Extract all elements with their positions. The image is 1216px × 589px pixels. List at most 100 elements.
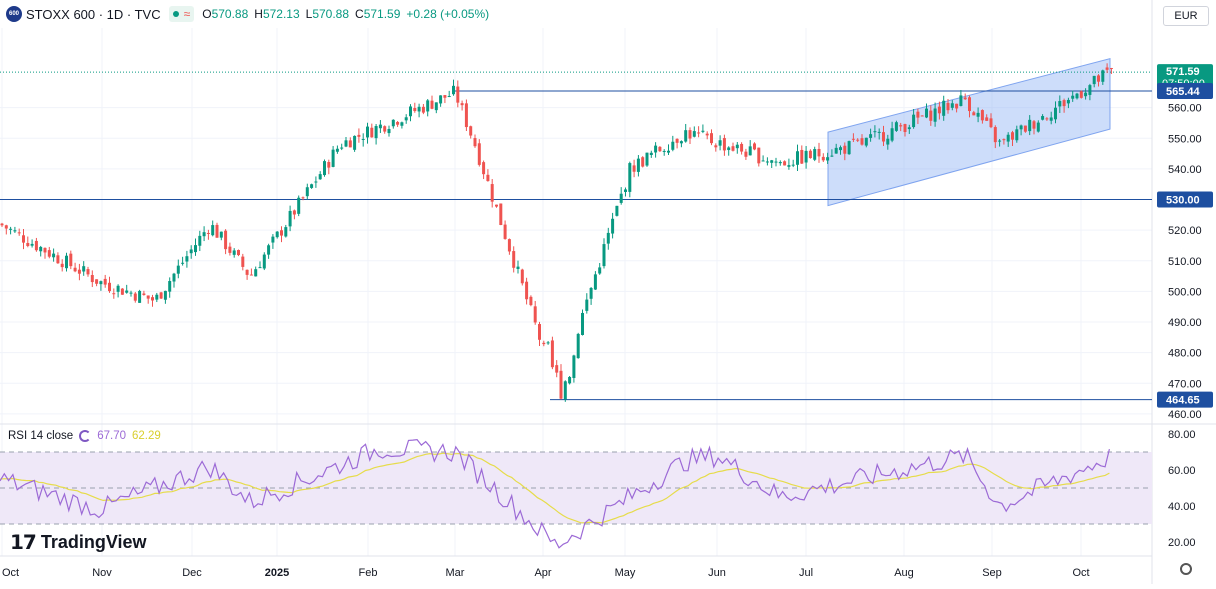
market-status-pill[interactable]: ≈	[168, 6, 195, 22]
tradingview-branding[interactable]: 𝟭𝟳 TradingView	[10, 530, 147, 555]
candle-body	[228, 246, 232, 253]
candle-body	[224, 230, 228, 250]
candle-body	[959, 95, 963, 106]
candle-body	[344, 140, 348, 147]
rsi-label[interactable]: RSI 14 close	[8, 430, 74, 442]
candle-body	[202, 232, 206, 237]
candle-body	[619, 193, 623, 203]
candle-body	[559, 370, 563, 399]
candle-body	[4, 225, 8, 229]
candle-body	[740, 143, 744, 152]
price-tick-label: 520.00	[1168, 225, 1202, 237]
candle-body	[955, 103, 959, 109]
candle-body	[65, 255, 68, 269]
candle-body	[550, 340, 554, 368]
symbol-logo: 600	[6, 6, 22, 22]
candle-body	[581, 312, 584, 335]
candle-body	[357, 134, 361, 137]
candle-body	[232, 250, 236, 255]
candle-body	[452, 85, 455, 95]
candle-body	[968, 97, 971, 112]
candle-body	[860, 138, 864, 145]
candle-body	[667, 150, 670, 153]
candle-body	[181, 262, 185, 264]
candle-body	[593, 274, 597, 290]
high-label: H	[254, 7, 263, 21]
candle-body	[391, 119, 395, 127]
candle-body	[1075, 93, 1079, 99]
time-tick-label: Aug	[894, 567, 914, 579]
candle-body	[907, 127, 911, 130]
candle-body	[929, 110, 933, 121]
candle-body	[383, 126, 387, 132]
low-value: 570.88	[312, 7, 350, 21]
candle-body	[748, 146, 752, 156]
candle-body	[735, 144, 739, 149]
candle-body	[1015, 129, 1019, 141]
candle-body	[9, 228, 13, 230]
candle-body	[1101, 70, 1105, 82]
candle-body	[727, 147, 731, 151]
candle-body	[856, 139, 860, 141]
candle-body	[26, 242, 30, 246]
candle-body	[482, 162, 486, 175]
candle-body	[649, 152, 653, 155]
candle-body	[495, 204, 498, 207]
candle-body	[761, 160, 765, 162]
symbol-header: 600 STOXX 600 · 1D · TVC ≈ O 570.88 H 572.…	[6, 5, 495, 23]
symbol-title[interactable]: STOXX 600 · 1D · TVC	[26, 6, 161, 22]
candle-body	[189, 249, 193, 254]
rsi-tick-label: 60.00	[1168, 465, 1196, 477]
candle-body	[262, 254, 266, 269]
candle-body	[1002, 139, 1006, 141]
candle-body	[159, 292, 163, 299]
candle-body	[753, 143, 756, 150]
candle-body	[477, 143, 481, 165]
candle-body	[847, 141, 851, 155]
candle-body	[404, 117, 408, 121]
candle-body	[538, 324, 541, 340]
price-tick-label: 490.00	[1168, 317, 1202, 329]
currency-selector[interactable]: EUR	[1163, 6, 1209, 26]
candle-body	[585, 299, 589, 311]
candle-body	[692, 131, 696, 137]
market-open-dot-icon	[172, 11, 179, 17]
candle-body	[305, 187, 309, 197]
candle-body	[950, 103, 954, 108]
candle-body	[882, 132, 885, 142]
candle-body	[310, 184, 314, 188]
tradingview-name: TradingView	[40, 532, 147, 552]
candle-body	[671, 141, 675, 150]
candle-body	[30, 243, 34, 246]
level-price-badge	[1157, 191, 1213, 208]
time-tick-label: Dec	[182, 567, 202, 579]
settings-gear-icon[interactable]	[1180, 563, 1192, 575]
candle-body	[654, 145, 658, 153]
candle-body	[903, 124, 907, 133]
open-value: 570.88	[211, 7, 249, 21]
candle-body	[744, 151, 748, 157]
candle-body	[499, 203, 503, 226]
candle-body	[770, 160, 774, 163]
candle-body	[525, 281, 529, 300]
candle-body	[34, 240, 38, 251]
candle-body	[615, 205, 619, 216]
candle-body	[839, 147, 842, 151]
level-price-badge	[1157, 82, 1213, 99]
candle-body	[641, 157, 645, 167]
candle-body	[456, 86, 460, 103]
candle-body	[611, 218, 615, 234]
candle-body	[327, 162, 331, 168]
candle-body	[464, 103, 468, 128]
candle-body	[370, 127, 374, 138]
candles-group	[0, 63, 1113, 402]
candle-body	[43, 247, 47, 253]
candle-body	[568, 377, 572, 384]
rsi-tick-label: 20.00	[1168, 537, 1196, 549]
candle-body	[129, 292, 133, 294]
candle-body	[714, 145, 718, 148]
rsi-line	[0, 438, 1110, 549]
candle-body	[589, 287, 593, 299]
candle-body	[1066, 99, 1070, 104]
